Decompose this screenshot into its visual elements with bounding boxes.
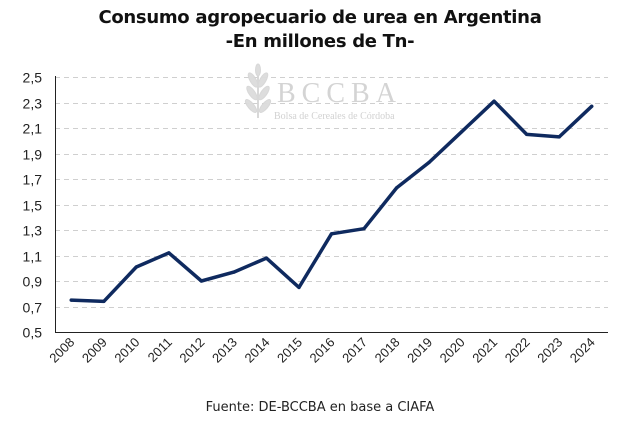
data-point [427,160,431,164]
y-tick-label: 2,3 [23,96,43,112]
data-point [102,299,106,303]
x-tick-label: 2019 [404,335,435,366]
x-tick-label: 2011 [145,335,175,365]
data-point [264,256,268,260]
data-point [232,270,236,274]
x-tick-label: 2022 [502,335,533,366]
chart-title: Consumo agropecuario de urea en Argentin… [98,7,542,28]
x-tick-label: 2010 [111,335,142,366]
y-tick-label: 1,7 [23,172,43,188]
y-axis-ticks: 0,5 0,7 0,9 1,1 1,3 1,5 1,7 1,9 2,1 2,3 2,5 [23,70,43,341]
x-axis-ticks: 2008 2009 2010 2011 2012 2013 2014 2015 2016 2017… [46,335,598,366]
y-tick-label: 1,5 [23,198,43,214]
wheat-icon [244,63,272,118]
data-point [362,227,366,231]
y-tick-label: 0,5 [23,325,43,341]
data-point [134,265,138,269]
data-point [557,135,561,139]
y-tick-label: 2,5 [23,70,43,86]
x-tick-label: 2014 [242,335,273,366]
x-tick-label: 2023 [534,335,565,366]
data-point [525,132,529,136]
x-tick-label: 2013 [209,335,240,366]
y-tick-label: 0,7 [23,300,43,316]
x-tick-label: 2020 [437,335,468,366]
data-point [590,104,594,108]
y-tick-label: 1,9 [23,147,43,163]
data-point [297,285,301,289]
x-tick-label: 2024 [567,335,598,366]
y-tick-label: 1,1 [23,249,43,265]
y-tick-label: 2,1 [23,121,43,137]
x-tick-label: 2012 [176,335,207,366]
watermark-logo-subtext: Bolsa de Cereales de Córdoba [274,111,395,122]
y-tick-label: 0,9 [23,274,43,290]
data-point [167,251,171,255]
x-tick-label: 2015 [274,335,305,366]
x-tick-label: 2008 [46,335,77,366]
watermark-logo-text: BCCBA [277,78,402,109]
x-tick-label: 2017 [339,335,370,366]
y-tick-label: 1,3 [23,223,43,239]
data-point [69,298,73,302]
x-tick-label: 2009 [79,335,110,366]
chart-subtitle: -En millones de Tn- [225,31,415,52]
x-tick-label: 2016 [307,335,338,366]
data-point [492,99,496,103]
data-point [329,232,334,236]
data-point [395,186,399,190]
source-note: Fuente: DE-BCCBA en base a CIAFA [205,400,435,415]
data-point [199,279,203,283]
bccba-watermark-logo: BCCBA Bolsa de Cereales de Córdoba [244,63,402,122]
x-tick-label: 2018 [372,335,403,366]
series-layer [69,99,594,304]
data-point [460,130,464,134]
x-tick-label: 2021 [469,335,500,366]
series-line [69,99,594,304]
gridlines [55,77,608,308]
